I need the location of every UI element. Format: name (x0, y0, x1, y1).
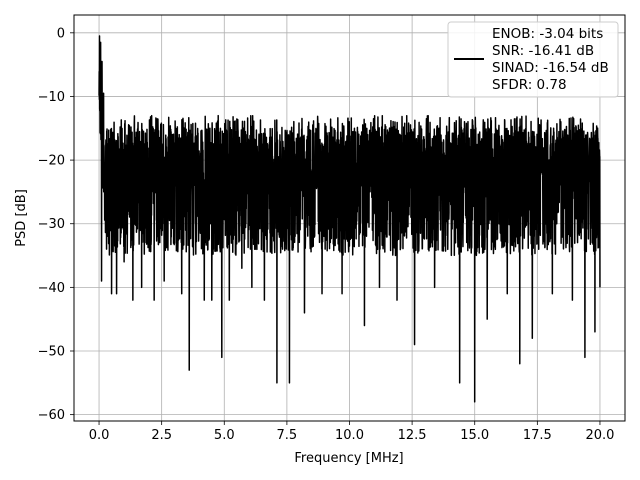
x-axis-label: Frequency [MHz] (294, 451, 403, 466)
x-tick-label: 15.0 (460, 428, 489, 443)
x-tick-label: 12.5 (398, 428, 427, 443)
y-tick-label: 0 (57, 26, 65, 41)
x-tick-label: 2.5 (151, 428, 172, 443)
x-tick-label: 0.0 (89, 428, 110, 443)
psd-line (98, 35, 601, 403)
y-axis-label: PSD [dB] (14, 189, 29, 247)
legend-sfdr: SFDR: 0.78 (492, 77, 567, 93)
x-tick-label: 17.5 (523, 428, 552, 443)
y-tick-label: −60 (38, 408, 65, 423)
y-tick-label: −50 (38, 345, 65, 360)
x-tick-label: 7.5 (277, 428, 298, 443)
legend-enob: ENOB: -3.04 bits (492, 26, 603, 42)
y-tick-label: −40 (38, 281, 65, 296)
y-tick-label: −20 (38, 154, 65, 169)
legend: ENOB: -3.04 bits SNR: -16.41 dB SINAD: -… (447, 21, 619, 98)
y-axis-ticks: 0 −10 −20 −30 −40 −50 −60 (38, 26, 74, 423)
x-axis-ticks: 0.0 2.5 5.0 7.5 10.0 12.5 15.0 17.5 20.0 (89, 421, 614, 443)
legend-snr: SNR: -16.41 dB (492, 43, 594, 59)
y-tick-label: −30 (38, 217, 65, 232)
psd-series (98, 35, 601, 403)
legend-box (447, 21, 619, 98)
x-tick-label: 10.0 (335, 428, 364, 443)
y-tick-label: −10 (38, 90, 65, 105)
x-tick-label: 20.0 (585, 428, 614, 443)
x-tick-label: 5.0 (214, 428, 235, 443)
legend-sinad: SINAD: -16.54 dB (492, 60, 609, 76)
